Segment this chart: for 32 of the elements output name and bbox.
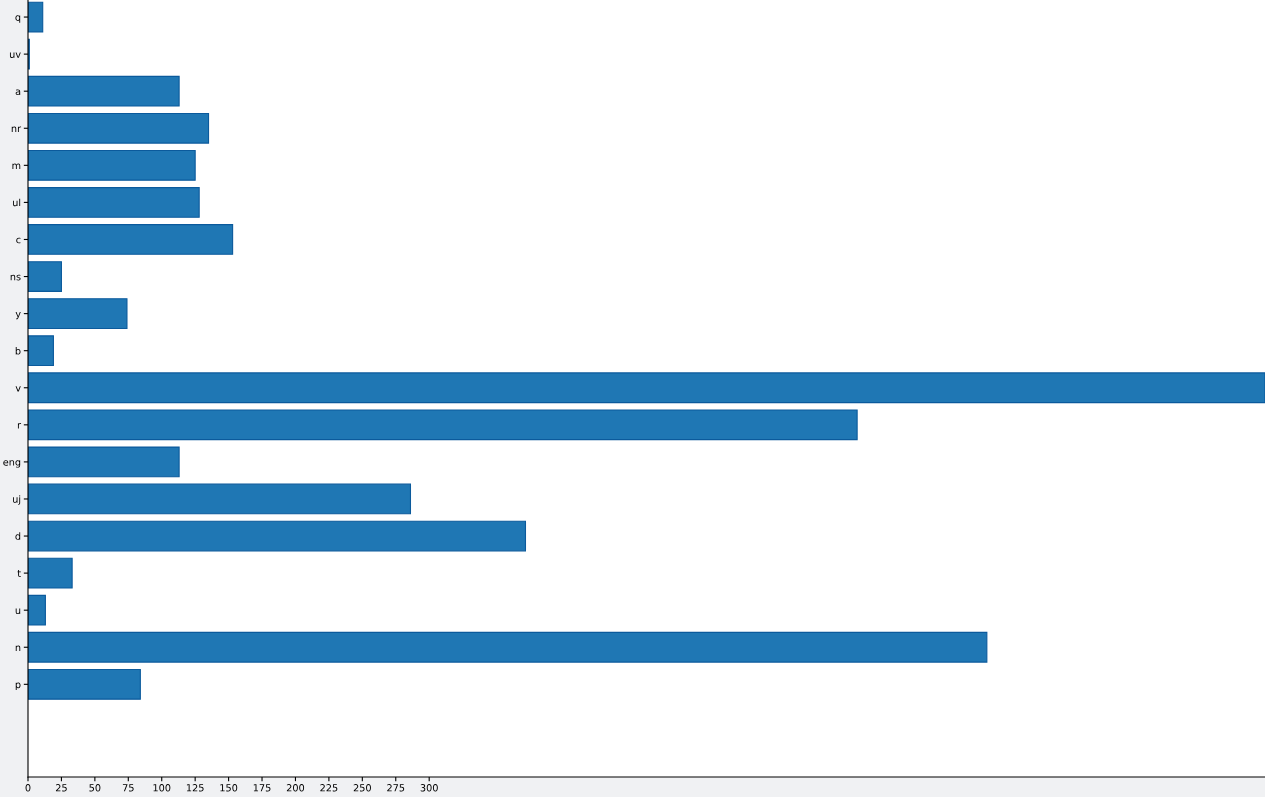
- x-tick-label: 75: [122, 784, 134, 792]
- y-tick-label: r: [17, 423, 22, 429]
- y-tick-label: nr: [11, 126, 22, 132]
- x-tick-label: 250: [353, 784, 371, 792]
- y-tick-label: uj: [13, 495, 21, 505]
- y-tick-label: n: [15, 645, 21, 651]
- y-tick-label: uv: [9, 52, 21, 58]
- y-tick-label: q: [15, 15, 21, 23]
- y-tick-label: ns: [10, 274, 21, 281]
- y-tick-label: u: [15, 608, 21, 615]
- y-tick-label: d: [15, 532, 21, 540]
- x-tick-label: 150: [220, 784, 238, 792]
- x-tick-label: 200: [286, 784, 305, 792]
- y-tick-label: m: [12, 163, 21, 170]
- y-tick-label: b: [15, 346, 21, 355]
- x-tick-label: 275: [387, 784, 405, 792]
- x-tick-label: 50: [89, 784, 101, 792]
- y-tick-label: a: [15, 89, 21, 96]
- y-tick-label: y: [15, 311, 21, 320]
- x-tick-label: 175: [253, 784, 271, 792]
- y-tick-label: p: [15, 682, 21, 691]
- x-tick-label: 125: [186, 784, 204, 792]
- x-tick-label: 0: [25, 784, 31, 792]
- y-tick-label: v: [15, 386, 21, 392]
- y-tick-label: c: [16, 237, 21, 244]
- y-tick-label: t: [17, 569, 21, 577]
- x-tick-label: 25: [55, 784, 67, 792]
- x-tick-label: 100: [153, 784, 171, 792]
- x-tick-label: 225: [320, 784, 338, 792]
- y-tick-label: ul: [13, 198, 21, 207]
- y-tick-label: eng: [3, 460, 21, 468]
- x-tick-label: 300: [420, 784, 438, 792]
